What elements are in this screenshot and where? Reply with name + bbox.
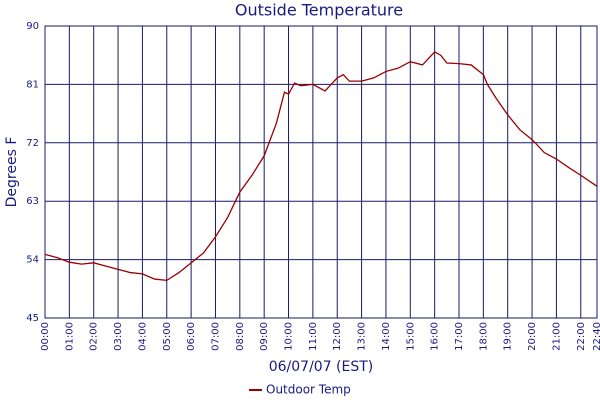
x-tick-label: 18:00: [478, 322, 489, 351]
x-tick-label: 14:00: [381, 322, 392, 351]
x-tick-label: 06:00: [186, 322, 197, 351]
x-tick-label: 22:00: [576, 322, 587, 351]
x-tick-label: 17:00: [454, 322, 465, 351]
x-tick-label: 11:00: [308, 322, 319, 351]
x-tick-label: 20:00: [527, 322, 538, 351]
x-tick-label: 03:00: [113, 322, 124, 351]
x-tick-label: 01:00: [64, 322, 75, 351]
x-tick-label: 10:00: [284, 322, 295, 351]
x-tick-label: 19:00: [503, 322, 514, 351]
x-tick-label: 04:00: [137, 322, 148, 351]
x-tick-label: 08:00: [235, 322, 246, 351]
chart-title: Outside Temperature: [235, 1, 403, 20]
y-axis-label: Degrees F: [4, 137, 20, 208]
x-tick-label: 12:00: [332, 322, 343, 351]
y-tick-label: 45: [26, 313, 39, 324]
y-tick-label: 63: [26, 196, 39, 207]
y-tick-label: 54: [26, 255, 39, 266]
x-tick-label: 02:00: [89, 322, 100, 351]
plot-frame: [44, 25, 598, 319]
x-tick-label: 05:00: [162, 322, 173, 351]
legend-label: Outdoor Temp: [266, 383, 351, 397]
data-line: [44, 51, 598, 282]
y-tick-label: 90: [26, 21, 39, 32]
x-axis-label: 06/07/07 (EST): [269, 359, 374, 375]
x-tick-label: 00:00: [40, 322, 51, 351]
x-tick-label: 13:00: [357, 322, 368, 351]
x-tick-label: 22:40: [592, 322, 600, 351]
x-tick-label: 09:00: [259, 322, 270, 351]
x-tick-label: 07:00: [210, 322, 221, 351]
y-tick-label: 81: [26, 79, 39, 90]
x-tick-label: 16:00: [430, 322, 441, 351]
y-tick-label: 72: [26, 138, 39, 149]
x-tick-label: 15:00: [405, 322, 416, 351]
x-tick-label: 21:00: [551, 322, 562, 351]
